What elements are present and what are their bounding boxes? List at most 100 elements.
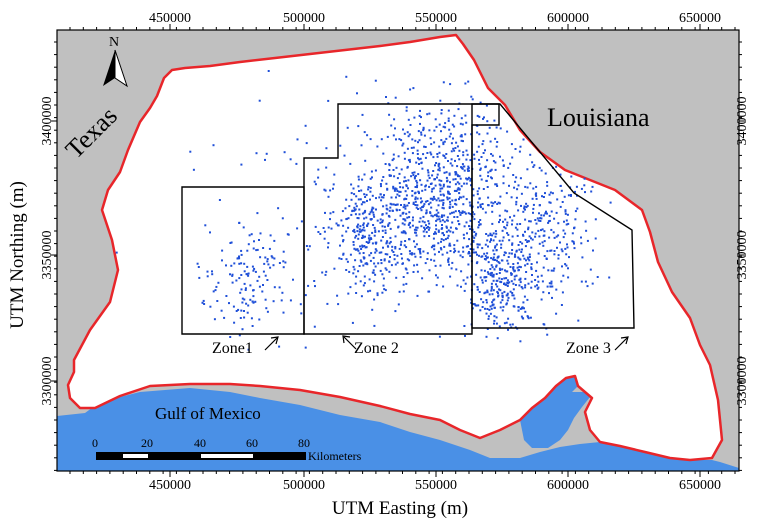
sample-point — [519, 223, 522, 225]
sample-point — [458, 223, 461, 225]
sample-point — [535, 197, 538, 200]
sample-point — [594, 237, 597, 240]
sample-point — [313, 180, 316, 183]
sample-point — [412, 216, 414, 219]
sample-point — [372, 207, 375, 210]
sample-point — [386, 253, 389, 256]
sample-point — [391, 245, 394, 248]
sample-point — [351, 210, 354, 213]
sample-point — [462, 151, 465, 154]
zone-3-arrow — [614, 337, 628, 351]
sample-point — [477, 243, 480, 246]
sample-point — [507, 317, 510, 320]
sample-point — [498, 325, 501, 328]
sample-point — [449, 181, 451, 184]
sample-point — [361, 237, 364, 239]
sample-point — [233, 262, 236, 265]
sample-point — [538, 166, 541, 169]
sample-point — [499, 127, 502, 130]
sample-point — [458, 182, 461, 185]
sample-point — [418, 139, 421, 142]
sample-point — [447, 259, 450, 262]
sample-point — [363, 201, 366, 204]
sample-point — [580, 236, 582, 239]
sample-point — [452, 137, 454, 140]
sample-point — [486, 271, 489, 274]
sample-point — [574, 190, 576, 193]
x-tick-labels: 450000 500000 550000 600000 650000 45000… — [149, 11, 721, 493]
sample-point — [506, 279, 509, 282]
sample-point — [426, 200, 429, 202]
sample-point — [423, 203, 426, 206]
sample-point — [392, 153, 395, 156]
sample-point — [556, 246, 558, 249]
sample-point — [513, 297, 516, 300]
sample-point — [479, 101, 482, 104]
sample-point — [426, 152, 429, 154]
sample-point — [396, 177, 399, 180]
sample-point — [473, 213, 476, 216]
sample-point — [539, 217, 542, 220]
sample-point — [339, 244, 341, 247]
sample-point — [528, 220, 531, 223]
sample-point — [373, 298, 376, 301]
sample-point — [546, 181, 549, 184]
sample-point — [367, 186, 370, 189]
sample-point — [576, 207, 579, 210]
sample-point — [477, 221, 480, 223]
sample-point — [512, 288, 515, 291]
sample-point — [353, 206, 356, 209]
sample-point — [458, 188, 461, 191]
sample-point — [543, 234, 546, 237]
sample-point — [509, 266, 512, 268]
sample-point — [229, 273, 231, 276]
sample-point — [469, 213, 472, 215]
sample-point — [426, 258, 429, 260]
sample-point — [584, 191, 586, 194]
sample-point — [430, 214, 433, 217]
sample-point — [408, 222, 411, 225]
sample-point — [362, 201, 364, 204]
sample-point — [360, 189, 363, 192]
sample-point — [389, 256, 391, 258]
sample-point — [492, 160, 495, 163]
sample-point — [424, 185, 427, 188]
y-tick-right-3350000: 3350000 — [735, 231, 750, 280]
sample-point — [484, 149, 486, 152]
sample-point — [465, 198, 468, 201]
sample-point — [266, 260, 269, 263]
sample-point — [416, 149, 419, 152]
sample-point — [389, 240, 392, 243]
sample-point — [250, 233, 253, 236]
sample-point — [500, 246, 503, 249]
sample-point — [317, 176, 320, 179]
sample-point — [596, 276, 599, 278]
sample-point — [342, 239, 345, 241]
sample-point — [568, 256, 570, 259]
sample-point — [418, 158, 421, 161]
sample-point — [403, 176, 406, 179]
sample-point — [450, 158, 453, 161]
sample-point — [394, 204, 397, 206]
sample-point — [492, 279, 495, 282]
sample-point — [384, 163, 387, 165]
sample-point — [460, 166, 463, 169]
sample-point — [370, 208, 373, 211]
sample-point — [382, 246, 384, 249]
sample-point — [360, 295, 363, 298]
sample-point — [526, 186, 529, 189]
sample-point — [491, 258, 494, 261]
sample-point — [482, 152, 485, 154]
sample-point — [412, 271, 415, 273]
sample-point — [570, 194, 572, 196]
sample-point — [229, 242, 232, 244]
sample-point — [522, 210, 525, 213]
sample-point — [367, 222, 370, 225]
sample-point — [356, 217, 359, 219]
sample-point — [513, 278, 516, 281]
sample-point — [364, 210, 366, 213]
sample-point — [446, 196, 449, 199]
sample-point — [481, 143, 484, 146]
sample-point — [467, 212, 470, 215]
sample-point — [489, 274, 492, 277]
